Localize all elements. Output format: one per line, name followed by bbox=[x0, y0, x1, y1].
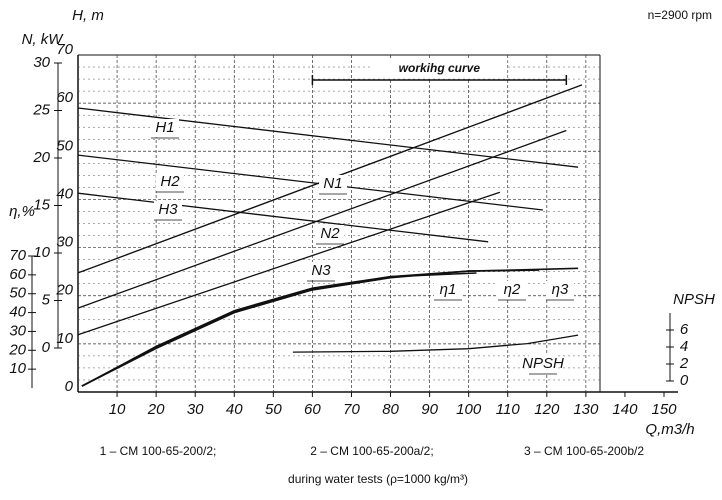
eta-tick-label: 20 bbox=[8, 341, 26, 358]
series-label: H1 bbox=[155, 119, 174, 136]
label-bg bbox=[154, 201, 182, 219]
label-bg bbox=[498, 281, 526, 299]
series-line bbox=[77, 129, 567, 309]
N-tick-label: 30 bbox=[33, 54, 50, 71]
series-line bbox=[81, 267, 579, 387]
series-line bbox=[292, 334, 579, 353]
annotation: workihg curve bbox=[399, 61, 481, 75]
series-label: H3 bbox=[158, 201, 178, 218]
label-bg bbox=[151, 119, 179, 137]
n-axis-title: N, kW bbox=[22, 31, 65, 48]
series-label: N2 bbox=[320, 225, 340, 242]
x-tick-label: 100 bbox=[456, 401, 482, 418]
series-label: N3 bbox=[311, 262, 331, 279]
eta-tick-label: 30 bbox=[9, 322, 26, 339]
h-tick-label: 50 bbox=[56, 137, 73, 154]
label-bg bbox=[529, 355, 557, 373]
x-tick-label: 10 bbox=[109, 401, 126, 418]
test-note: during water tests (ρ=1000 kg/m³) bbox=[288, 472, 468, 486]
series-label: N1 bbox=[323, 175, 342, 192]
model-note: 2 – CM 100-65-200a/2; bbox=[310, 444, 433, 458]
series-line bbox=[77, 154, 543, 211]
label-bg bbox=[434, 281, 462, 299]
h-tick-label: 40 bbox=[56, 185, 73, 202]
x-tick-label: 110 bbox=[496, 401, 521, 418]
N-tick-label: 10 bbox=[33, 244, 50, 261]
series-label: NPSH bbox=[522, 355, 564, 372]
npsh-tick-label: 0 bbox=[680, 372, 689, 389]
eta-tick-label: 40 bbox=[9, 304, 26, 321]
x-tick-label: 30 bbox=[187, 401, 204, 418]
h-tick-label: 10 bbox=[56, 330, 73, 347]
x-tick-label: 20 bbox=[147, 401, 165, 418]
series-line bbox=[77, 107, 579, 168]
h-tick-label: 70 bbox=[56, 41, 73, 58]
label-bg bbox=[307, 262, 335, 280]
series-label: H2 bbox=[160, 173, 180, 190]
model-note: 3 – CM 100-65-200b/2 bbox=[524, 444, 644, 458]
npsh-tick-label: 6 bbox=[680, 321, 689, 338]
x-tick-label: 130 bbox=[573, 401, 599, 418]
h-tick-label: 60 bbox=[56, 89, 73, 106]
N-tick-label: 0 bbox=[42, 339, 51, 356]
eta-tick-label: 70 bbox=[9, 247, 26, 264]
N-tick-label: 25 bbox=[32, 101, 50, 118]
series-label: η3 bbox=[552, 281, 569, 298]
eta-axis-title: η,% bbox=[9, 203, 35, 220]
eta-tick-label: 50 bbox=[9, 285, 26, 302]
label-bg bbox=[316, 225, 344, 243]
npsh-axis-title: NPSH bbox=[673, 291, 715, 308]
eta-tick-label: 10 bbox=[9, 360, 26, 377]
series-line bbox=[77, 192, 489, 243]
N-tick-label: 5 bbox=[42, 291, 51, 308]
eta-tick-label: 60 bbox=[9, 266, 26, 283]
series-label: η2 bbox=[504, 281, 521, 298]
series-line bbox=[77, 191, 501, 336]
x-tick-label: 90 bbox=[421, 401, 438, 418]
x-tick-label: 70 bbox=[343, 401, 360, 418]
x-tick-label: 140 bbox=[612, 401, 638, 418]
x-tick-label: 60 bbox=[304, 401, 321, 418]
h-axis-title: H, m bbox=[72, 7, 104, 24]
N-tick-label: 15 bbox=[33, 196, 50, 213]
x-tick-label: 50 bbox=[265, 401, 282, 418]
x-tick-label: 120 bbox=[534, 401, 560, 418]
x-tick-label: 80 bbox=[382, 401, 399, 418]
speed-label: n=2900 rpm bbox=[648, 8, 712, 22]
N-tick-label: 20 bbox=[32, 149, 50, 166]
x-axis-title: Q,m3/h bbox=[645, 421, 694, 438]
x-tick-label: 40 bbox=[226, 401, 243, 418]
annotation-bg bbox=[371, 60, 508, 78]
label-bg bbox=[156, 173, 184, 191]
label-bg bbox=[319, 175, 347, 193]
label-bg bbox=[546, 281, 574, 299]
series-label: η1 bbox=[440, 281, 457, 298]
h-tick-label: 20 bbox=[55, 282, 73, 299]
npsh-tick-label: 2 bbox=[679, 355, 689, 372]
npsh-tick-label: 4 bbox=[680, 338, 688, 355]
x-tick-label: 150 bbox=[651, 401, 677, 418]
model-note: 1 – CM 100-65-200/2; bbox=[100, 444, 217, 458]
h-tick-label: 30 bbox=[56, 234, 73, 251]
h-tick-label: 0 bbox=[65, 378, 74, 395]
